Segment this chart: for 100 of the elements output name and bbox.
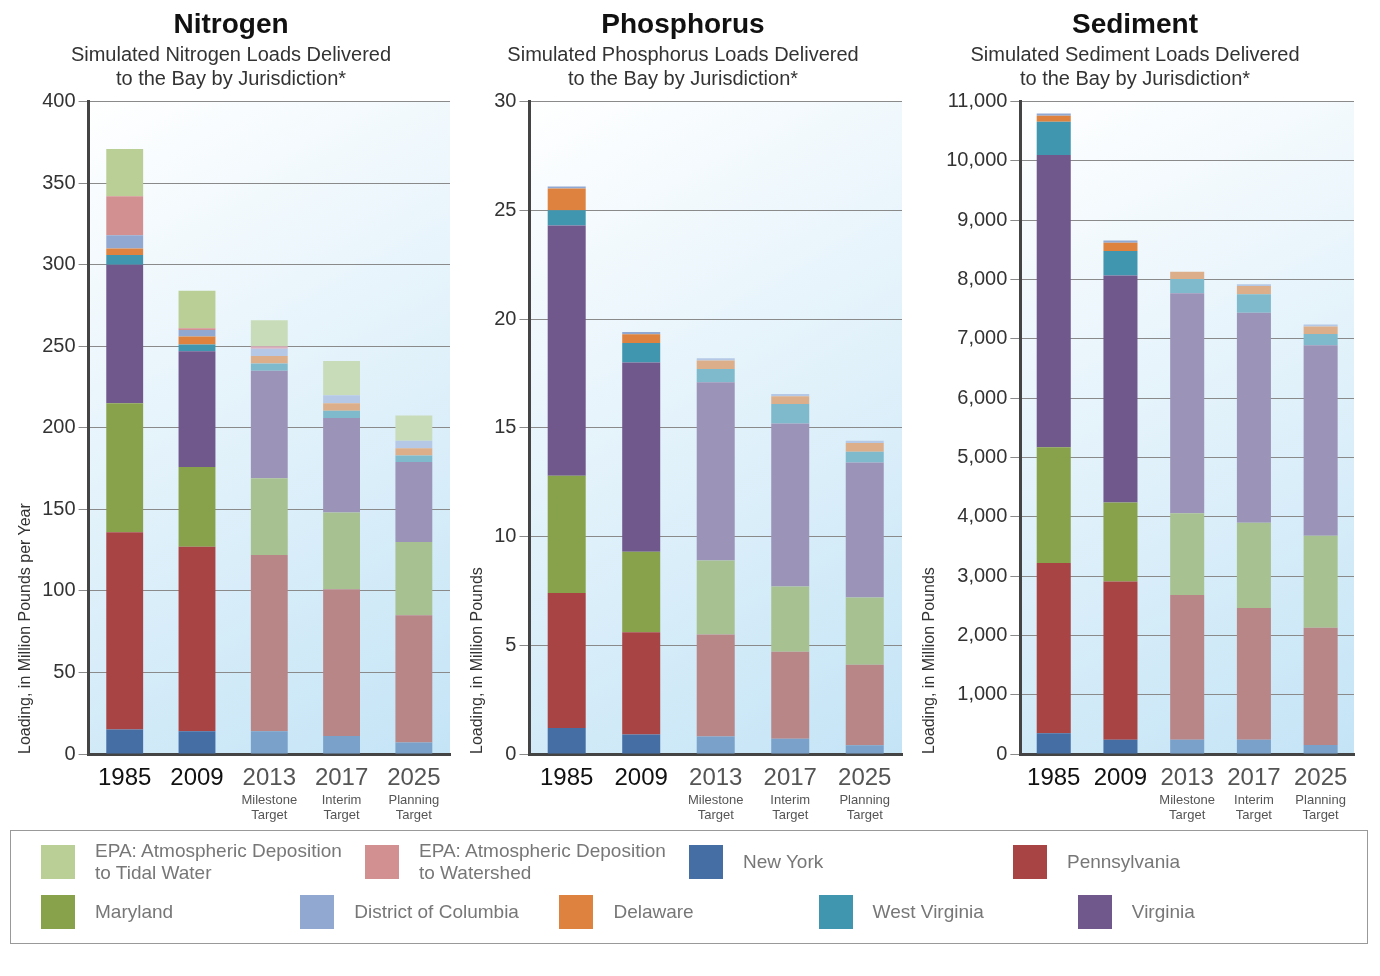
bar (106, 196, 144, 236)
x-tick-label: 2017 Interim Target (1227, 762, 1281, 823)
bar (1036, 447, 1071, 564)
y-tick-label: 6,000 (957, 385, 1008, 408)
y-tick-label: 100 (42, 578, 76, 601)
bar (547, 593, 586, 728)
bar (622, 334, 661, 343)
y-tick-label: 5,000 (957, 444, 1008, 467)
bar (250, 346, 288, 349)
bar (622, 342, 661, 363)
bar (771, 738, 810, 754)
x-tick-label: 2013 Milestone Target (687, 762, 744, 823)
bar (622, 632, 661, 735)
bar (178, 336, 216, 345)
bar (106, 235, 144, 249)
bar (1303, 535, 1338, 628)
bar (1103, 251, 1138, 276)
bar (1303, 326, 1338, 335)
legend-label: Pennsylvania (1067, 851, 1181, 873)
y-tick-label: 0 (996, 741, 1008, 764)
bar (1170, 293, 1205, 514)
x-tick-label: 2009 (1093, 762, 1148, 790)
y-tick-label: 250 (42, 333, 76, 356)
bar (250, 370, 288, 479)
y-tick-label: 0 (505, 741, 517, 764)
x-tick-label: 2009 (170, 762, 224, 790)
bar (1236, 286, 1271, 295)
bar (622, 734, 661, 754)
y-tick-label: 2,000 (957, 622, 1008, 645)
bar (106, 532, 144, 730)
bar (771, 396, 810, 404)
bar (1103, 502, 1138, 582)
bar (1036, 121, 1071, 155)
bar (1036, 113, 1071, 116)
bar (178, 546, 216, 732)
bar (1103, 275, 1138, 503)
bar (395, 455, 433, 463)
bar (1236, 294, 1271, 313)
bar (1170, 278, 1205, 294)
bar (250, 363, 288, 371)
bar (547, 186, 586, 189)
y-axis-title: Loading, in Million Pounds (920, 567, 938, 754)
bar (395, 615, 433, 743)
bar (1036, 563, 1071, 734)
bar (1236, 608, 1271, 740)
bar (845, 462, 884, 598)
bar (845, 745, 884, 754)
bar (696, 369, 735, 383)
bar (1236, 522, 1271, 609)
bar (547, 727, 586, 754)
bar (1036, 115, 1071, 122)
bar (845, 440, 884, 444)
chart-title: Phosphorus (601, 7, 765, 39)
legend-label: EPA: Atmospheric Deposition to Tidal Water (95, 840, 342, 884)
bar (1036, 733, 1071, 754)
bar (1170, 595, 1205, 740)
legend-label: Delaware (613, 901, 694, 923)
bar (1103, 242, 1138, 252)
bar (250, 555, 288, 732)
x-tick-label: 2013 Milestone Target (241, 762, 298, 823)
bar (178, 329, 216, 337)
bar (696, 736, 735, 754)
y-tick-label: 30 (494, 89, 517, 112)
y-tick-label: 25 (494, 197, 517, 220)
chart-subtitle: Simulated Phosphorus Loads Delivered to the Bay by Jurisdiction* (507, 43, 859, 90)
bar (323, 395, 360, 404)
bar (250, 478, 288, 556)
bar (845, 597, 884, 665)
legend-label: Maryland (95, 901, 174, 923)
bar (696, 358, 735, 361)
bar (771, 394, 810, 397)
bar (250, 356, 288, 364)
bar (323, 589, 360, 737)
bar (323, 418, 360, 513)
bar (547, 188, 586, 211)
bar (395, 415, 433, 441)
bar (771, 651, 810, 739)
bar (395, 742, 433, 754)
bar (106, 248, 144, 255)
bar (323, 410, 360, 419)
bar (395, 440, 433, 449)
bar (1170, 739, 1205, 754)
y-tick-label: 7,000 (957, 326, 1008, 349)
bar (323, 403, 360, 411)
x-tick-label: 2025 Planning Target (387, 762, 441, 823)
y-tick-label: 9,000 (957, 207, 1008, 230)
x-tick-label: 1985 (1027, 762, 1081, 790)
bar (845, 443, 884, 452)
y-tick-label: 150 (42, 496, 76, 519)
bar (323, 512, 360, 590)
chart-title: Nitrogen (173, 7, 289, 39)
bar (106, 403, 144, 533)
y-tick-label: 10 (494, 524, 517, 547)
y-tick-label: 400 (42, 89, 76, 112)
y-axis-title: Loading, in Million Pounds (468, 567, 486, 754)
legend-label: New York (743, 851, 824, 873)
bar (250, 320, 288, 347)
y-tick-label: 10,000 (946, 148, 1008, 171)
bar (696, 634, 735, 737)
bar (1303, 334, 1338, 346)
